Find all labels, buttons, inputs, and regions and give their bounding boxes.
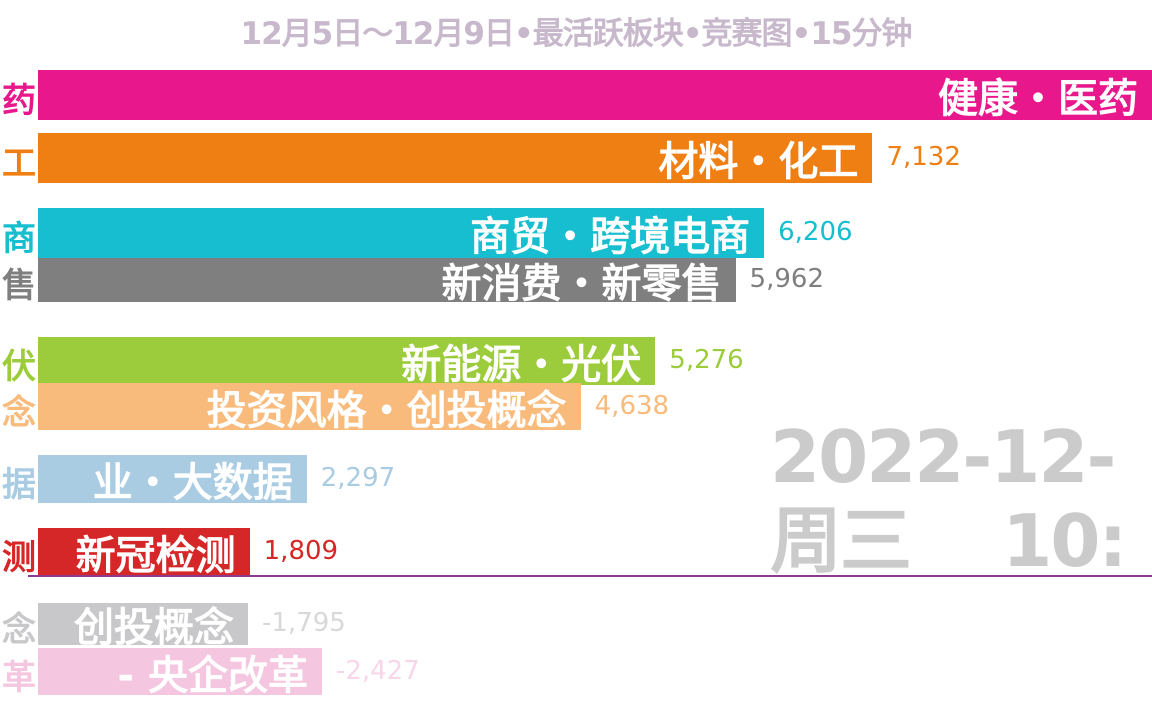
weekday-time-text: 周三 10: [770,499,1127,583]
bar: 投资风格・创投概念 [38,383,581,430]
value-label: 4,638 [594,390,670,421]
bar: 材料・化工 [38,133,873,183]
bar: 新能源・光伏 [38,337,656,385]
category-label: 商 [2,219,36,259]
bar-label: 商贸・跨境电商 [470,214,751,258]
category-label: 念 [2,392,36,433]
bar-label: 业・大数据 [92,460,293,503]
category-label: 伏 [2,347,36,387]
category-label: 售 [2,266,36,306]
bar-label: 投资风格・创投概念 [206,387,567,431]
category-label: 革 [2,657,36,698]
value-label: 5,276 [669,345,744,375]
bar-label: 创投概念 [74,605,234,645]
category-label: 测 [2,538,36,578]
value-label: 2,297 [320,463,396,493]
date-time-overlay: 2022-12- 周三 10: [770,415,1127,583]
category-label: 工 [2,144,36,184]
category-label: 念 [2,610,36,650]
bar-label: 材料・化工 [658,139,859,183]
bar: 商贸・跨境电商 [38,208,765,258]
date-text: 2022-12- [770,415,1116,499]
chart-title: 12月5日～12月9日•最活跃板块•竞赛图•15分钟 [240,16,913,52]
value-label: -1,795 [262,608,346,638]
category-label: 据 [2,465,36,505]
bar: 业・大数据 [38,455,307,503]
value-label: 1,809 [263,536,339,566]
category-label: 药 [2,81,36,121]
bar: 创投概念 [38,603,248,645]
bar: 新消费・新零售 [38,258,736,302]
bar-label: 新消费・新零售 [441,261,722,302]
bar-label: 健康・医药 [938,76,1138,120]
bar: 新冠检测 [38,528,250,576]
bar-label: 新冠检测 [75,533,236,576]
value-label: -2,427 [335,655,420,686]
bar-label: - 央企改革 [117,652,308,696]
value-label: 6,206 [778,217,853,247]
bar: - 央企改革 [38,648,322,695]
zero-divider-line [28,575,1152,577]
bar-label: 新能源・光伏 [401,342,642,385]
value-label: 7,132 [886,142,961,172]
bar: 健康・医药 [38,70,1152,120]
value-label: 5,962 [749,264,824,294]
